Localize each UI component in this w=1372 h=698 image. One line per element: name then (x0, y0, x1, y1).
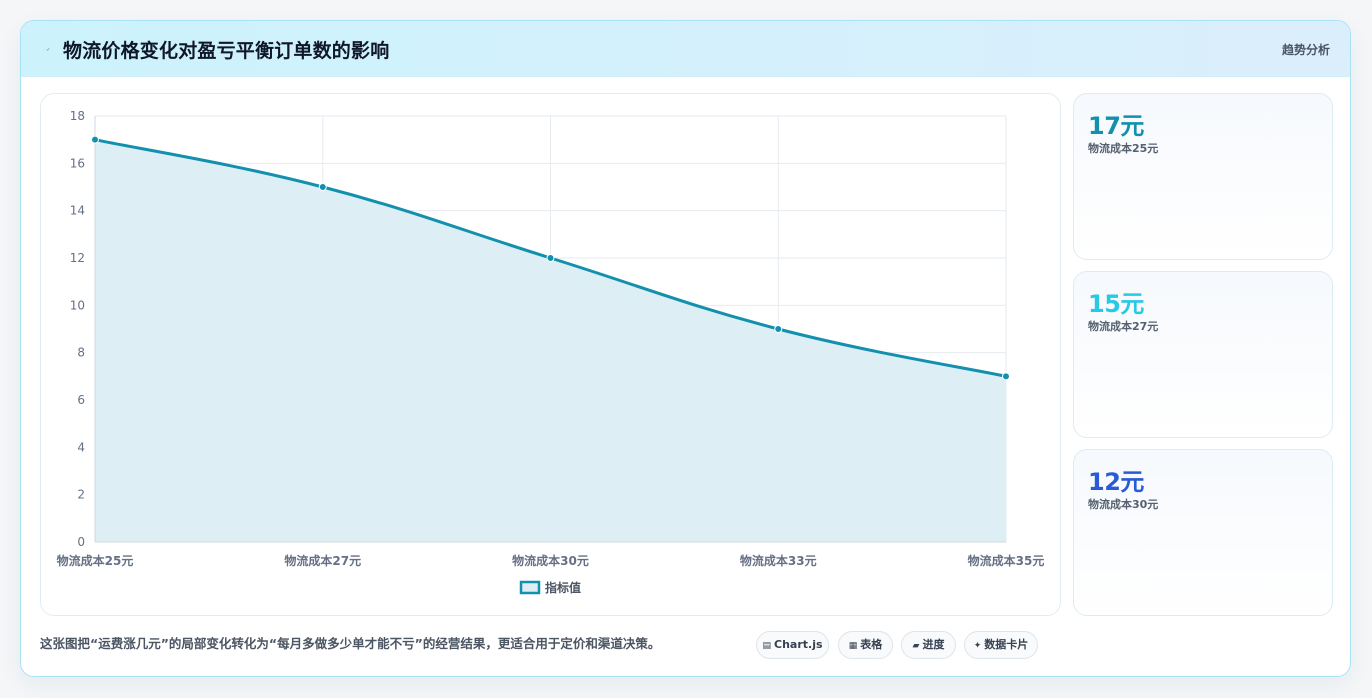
data-card-label: 物流成本30元 (1088, 498, 1159, 511)
chip-table[interactable]: ▦ 表格 (838, 631, 893, 659)
y-tick-label: 0 (77, 535, 85, 549)
data-point (546, 254, 555, 262)
chart-panel: 0 2 4 6 8 10 12 14 16 18 物流成本25元 物流成本27元 物流成本30元 物流成本… (40, 93, 1061, 616)
data-card-label: 物流成本25元 (1088, 142, 1159, 155)
page-title: 物流价格变化对盈亏平衡订单数的影响 (63, 40, 390, 62)
chart-description: 这张图把“运费涨几元”的局部变化转化为“每月多做多少单才能不亏”的经营结果，更适… (40, 636, 661, 651)
legend-swatch (519, 580, 541, 595)
y-tick-label: 14 (70, 204, 85, 218)
y-tick-label: 16 (70, 156, 85, 170)
y-tick-label: 10 (70, 298, 85, 312)
table-icon: ▦ (848, 641, 858, 651)
y-tick-label: 18 (70, 109, 85, 123)
line-chart: 0 2 4 6 8 10 12 14 16 18 物流成本25元 物流成本27元 物流成本30元 物流成本… (57, 109, 1045, 595)
trend-analysis-label[interactable]: 趋势分析 (1281, 43, 1330, 57)
card-header: 物流价格变化对盈亏平衡订单数的影响 趋势分析 (21, 21, 1350, 77)
x-tick-label: 物流成本25元 (57, 553, 134, 568)
data-point (91, 135, 99, 144)
chip-label: 表格 (860, 638, 883, 651)
data-point (1002, 372, 1010, 381)
data-point (774, 325, 783, 333)
area-fill (95, 139, 1006, 542)
data-card: 17元 物流成本25元 (1073, 93, 1333, 260)
dashboard-card: 物流价格变化对盈亏平衡订单数的影响 趋势分析 0 2 4 6 8 10 12 14 16 18 物流… (20, 20, 1351, 677)
data-card-label: 物流成本27元 (1088, 320, 1159, 333)
y-tick-label: 8 (77, 346, 85, 360)
legend-label: 指标值 (545, 580, 581, 595)
chart-legend: 指标值 (519, 580, 581, 595)
x-tick-label: 物流成本27元 (284, 553, 361, 568)
lightning-icon (43, 46, 53, 53)
sparkle-icon: ✦ (973, 641, 982, 651)
y-tick-label: 4 (77, 440, 85, 454)
data-card-value: 15元 (1088, 290, 1144, 318)
data-card-value: 17元 (1088, 112, 1144, 140)
x-tick-label: 物流成本33元 (740, 553, 817, 568)
y-tick-label: 2 (77, 488, 85, 502)
data-point (318, 183, 327, 191)
data-card: 12元 物流成本30元 (1073, 449, 1333, 616)
chip-label: 进度 (922, 638, 945, 651)
y-tick-label: 12 (70, 251, 85, 265)
chip-label: 数据卡片 (984, 638, 1029, 651)
y-tick-label: 6 (77, 393, 85, 407)
chip-label: Chart.js (774, 638, 823, 651)
x-tick-label: 物流成本30元 (512, 553, 589, 568)
x-tick-label: 物流成本35元 (968, 553, 1045, 568)
progress-icon: ▰ (912, 641, 920, 651)
chart-icon: ▤ (762, 641, 771, 651)
data-card-value: 12元 (1088, 468, 1144, 496)
data-card: 15元 物流成本27元 (1073, 271, 1333, 438)
chip-progress[interactable]: ▰ 进度 (901, 631, 956, 659)
chip-chartjs[interactable]: ▤ Chart.js (756, 631, 829, 659)
chip-data-card[interactable]: ✦ 数据卡片 (964, 631, 1038, 659)
